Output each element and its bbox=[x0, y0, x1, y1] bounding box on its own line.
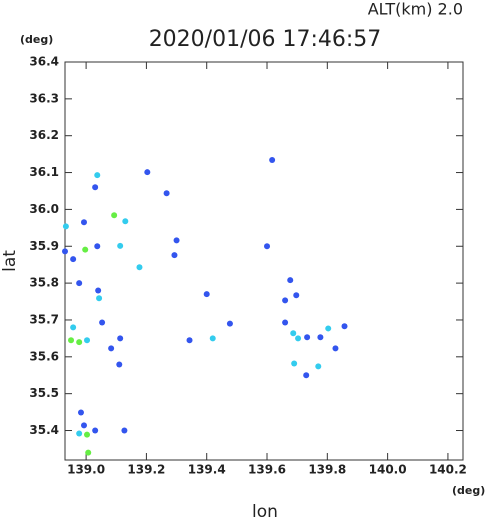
y-tick-label: 35.9 bbox=[29, 239, 59, 253]
echo-point bbox=[264, 243, 271, 250]
echo-point bbox=[80, 422, 87, 429]
y-tick-label: 35.8 bbox=[29, 276, 59, 290]
echo-point bbox=[80, 219, 87, 226]
echo-point bbox=[70, 324, 77, 331]
echo-point bbox=[186, 337, 193, 344]
echo-point bbox=[76, 280, 83, 287]
echo-point bbox=[70, 256, 77, 263]
echo-point bbox=[116, 361, 123, 368]
y-tick-label: 36.2 bbox=[29, 128, 59, 142]
y-tick-label: 35.7 bbox=[29, 312, 59, 326]
echo-point bbox=[315, 363, 322, 370]
chart-title: 2020/01/06 17:46:57 bbox=[149, 27, 382, 52]
echo-point bbox=[287, 277, 294, 284]
y-axis-label: lat bbox=[0, 250, 20, 272]
echo-point bbox=[304, 334, 311, 341]
echo-point bbox=[96, 295, 103, 302]
echo-point bbox=[173, 237, 180, 244]
echo-point bbox=[77, 409, 84, 416]
echo-point bbox=[76, 339, 83, 346]
echo-point bbox=[92, 184, 99, 191]
echo-point bbox=[290, 330, 297, 337]
echo-point bbox=[332, 345, 339, 352]
x-tick-label: 140.0 bbox=[369, 463, 407, 477]
echo-point bbox=[94, 243, 101, 250]
altitude-label: ALT(km) 2.0 bbox=[368, 0, 463, 19]
echo-point bbox=[108, 345, 115, 352]
echo-point bbox=[269, 157, 276, 164]
echo-point bbox=[92, 427, 99, 434]
echo-point bbox=[76, 430, 83, 437]
x-tick-label: 139.2 bbox=[127, 463, 165, 477]
echo-point bbox=[209, 335, 216, 342]
echo-point bbox=[203, 291, 210, 298]
echo-point bbox=[303, 372, 310, 379]
x-tick-label: 139.4 bbox=[188, 463, 226, 477]
echo-point bbox=[293, 292, 300, 299]
x-tick-label: 139.0 bbox=[67, 463, 105, 477]
y-tick-label: 36.4 bbox=[29, 55, 59, 69]
echo-point bbox=[82, 246, 89, 253]
x-tick-label: 139.6 bbox=[248, 463, 286, 477]
echo-point bbox=[85, 449, 92, 456]
echo-point bbox=[136, 264, 143, 271]
echo-point bbox=[84, 337, 91, 344]
echo-point bbox=[291, 360, 298, 367]
echo-point bbox=[84, 431, 91, 438]
echo-point bbox=[282, 319, 289, 326]
echo-point bbox=[62, 223, 69, 230]
echo-point bbox=[99, 319, 106, 326]
echo-point bbox=[121, 427, 128, 434]
echo-point bbox=[122, 218, 129, 225]
x-tick-label: 140.2 bbox=[429, 463, 467, 477]
echo-point bbox=[341, 323, 348, 330]
y-unit: (deg) bbox=[20, 33, 53, 46]
echo-point bbox=[325, 325, 332, 332]
echo-point bbox=[62, 248, 68, 255]
y-tick-label: 36.3 bbox=[29, 91, 59, 105]
echo-point bbox=[111, 212, 118, 219]
echo-point bbox=[117, 335, 124, 342]
echo-point bbox=[68, 337, 75, 344]
y-tick-label: 35.6 bbox=[29, 349, 59, 363]
y-tick-label: 36.0 bbox=[29, 202, 59, 216]
echo-point bbox=[117, 242, 124, 249]
echo-point bbox=[163, 190, 170, 197]
plot-frame bbox=[64, 61, 464, 461]
echo-point bbox=[171, 252, 178, 259]
echo-point bbox=[295, 335, 302, 342]
x-tick-label: 139.8 bbox=[308, 463, 346, 477]
echo-point bbox=[317, 334, 324, 341]
echo-point bbox=[282, 297, 289, 304]
x-unit: (deg) bbox=[452, 484, 485, 497]
echo-point bbox=[144, 169, 151, 176]
echo-point bbox=[95, 287, 102, 294]
y-tick-label: 35.5 bbox=[29, 386, 59, 400]
echo-point bbox=[94, 172, 101, 179]
x-axis-label: lon bbox=[252, 502, 278, 521]
echo-point bbox=[226, 320, 233, 327]
y-tick-label: 36.1 bbox=[29, 165, 59, 179]
y-tick-label: 35.4 bbox=[29, 423, 59, 437]
